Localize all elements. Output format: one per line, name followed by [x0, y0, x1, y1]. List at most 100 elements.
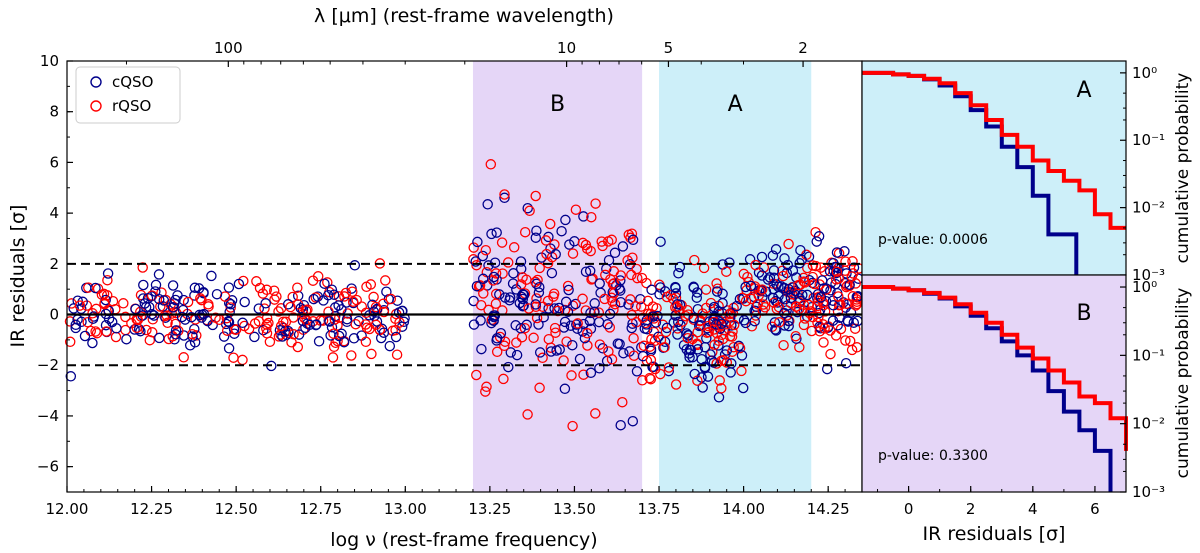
point-cqso: [615, 419, 626, 431]
point-cqso: [138, 279, 149, 291]
point-rqso: [778, 339, 789, 351]
top-axis-title: λ [μm] (rest-frame wavelength): [314, 5, 614, 27]
point-cqso: [785, 292, 797, 304]
panel-a-curves: [862, 70, 1126, 275]
point-cqso: [831, 247, 843, 258]
point-cqso: [815, 292, 827, 303]
panel-y-tick-label: 10⁰: [1132, 278, 1157, 296]
point-cqso: [840, 357, 852, 369]
point-cqso: [396, 305, 408, 317]
point-rqso: [257, 288, 269, 299]
point-rqso: [110, 331, 122, 343]
point-rqso: [499, 189, 510, 200]
point-rqso: [632, 272, 643, 284]
point-rqso: [288, 312, 299, 323]
point-rqso: [586, 211, 597, 223]
point-rqso: [328, 341, 340, 353]
point-cqso: [627, 234, 639, 246]
point-rqso: [118, 298, 129, 309]
x-tick-label: 13.75: [638, 500, 681, 518]
panel-b-pvalue: p-value: 0.3300: [878, 448, 988, 464]
point-cqso: [538, 311, 549, 323]
point-rqso: [689, 254, 700, 266]
point-rqso: [724, 331, 736, 342]
point-rqso: [366, 348, 377, 360]
point-rqso: [777, 270, 789, 282]
panel-a-label: A: [1076, 78, 1091, 103]
point-rqso: [481, 381, 492, 393]
top-tick-label: 5: [664, 39, 674, 57]
point-cqso: [310, 319, 322, 331]
point-cqso: [218, 331, 230, 342]
point-cqso: [563, 284, 574, 296]
legend-label-rqso: rQSO: [112, 97, 151, 115]
point-cqso: [167, 302, 179, 313]
point-cqso: [518, 289, 530, 301]
point-cqso: [550, 249, 561, 260]
point-cqso: [189, 282, 201, 294]
point-cqso: [556, 225, 567, 237]
x-tick-label: 13.00: [384, 500, 427, 518]
point-cqso: [589, 298, 600, 309]
point-cqso: [225, 298, 237, 310]
point-cqso: [176, 311, 188, 323]
point-cqso: [617, 241, 629, 252]
point-rqso: [519, 322, 531, 334]
point-rqso: [740, 295, 752, 307]
point-cqso: [160, 312, 171, 323]
point-rqso: [746, 293, 757, 305]
point-rqso: [798, 319, 810, 331]
top-tick-label: 100: [214, 39, 243, 57]
point-cqso: [589, 306, 600, 317]
point-cqso: [635, 293, 646, 305]
point-rqso: [577, 237, 589, 249]
point-rqso: [597, 240, 608, 252]
point-cqso: [223, 316, 235, 328]
point-rqso: [135, 289, 147, 301]
point-cqso: [830, 267, 842, 279]
point-rqso: [682, 332, 694, 344]
point-rqso: [101, 326, 112, 337]
y-axis-title: IR residuals [σ]: [7, 205, 29, 348]
point-cqso: [505, 347, 517, 358]
legend-box: [75, 66, 181, 124]
x-tick-label: 14.00: [722, 500, 765, 518]
point-cqso: [319, 278, 330, 289]
point-cqso: [510, 320, 521, 331]
point-rqso: [531, 293, 542, 304]
point-cqso: [488, 271, 500, 283]
point-rqso: [798, 276, 810, 287]
point-rqso: [805, 306, 817, 317]
point-cqso: [170, 294, 181, 306]
panel-b-x-ticks: 0 2 4 6: [877, 486, 1127, 518]
point-rqso: [378, 298, 389, 310]
top-axis-ticks: 100 10 5 2: [125, 39, 808, 67]
point-cqso: [76, 316, 87, 328]
point-rqso: [537, 352, 548, 364]
point-cqso: [770, 244, 782, 255]
point-cqso: [762, 274, 774, 285]
cdf-rqso: [862, 285, 1128, 451]
point-rqso: [288, 329, 299, 340]
point-rqso: [82, 316, 93, 328]
panel-y-tick-label: 10⁻¹: [1132, 346, 1165, 364]
panel-b-x-title: IR residuals [σ]: [923, 523, 1066, 545]
point-cqso: [733, 340, 745, 352]
point-cqso: [325, 330, 336, 341]
point-cqso: [609, 247, 621, 259]
point-rqso: [195, 293, 206, 304]
point-cqso: [567, 339, 578, 351]
point-rqso: [641, 277, 652, 289]
point-cqso: [571, 319, 582, 330]
point-rqso: [178, 352, 189, 363]
point-cqso: [757, 291, 768, 303]
point-rqso: [847, 256, 858, 267]
point-rqso: [659, 342, 670, 353]
top-tick-label: 2: [798, 39, 808, 57]
point-rqso: [90, 326, 101, 337]
point-rqso: [670, 379, 682, 390]
point-rqso: [542, 295, 554, 307]
point-rqso: [540, 235, 552, 246]
scatter-points: [64, 159, 865, 432]
